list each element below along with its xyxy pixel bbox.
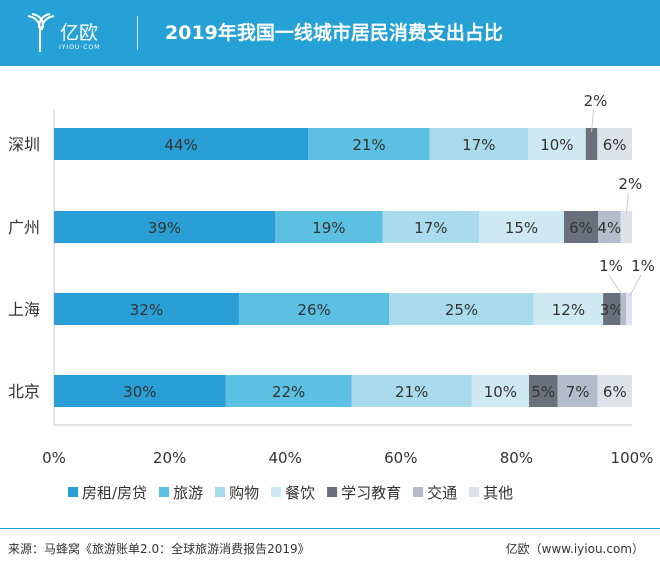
data-label: 2% — [618, 175, 642, 193]
bar-segment — [471, 375, 529, 407]
bar-segment — [54, 375, 226, 407]
category-label: 北京 — [8, 382, 40, 401]
bar-segment — [351, 375, 472, 407]
data-label: 19% — [312, 219, 345, 237]
header-banner: 亿欧 IYIOU·COM 2019年我国一线城市居民消费支出占比 — [0, 0, 660, 66]
source-note: 来源：马蜂窝《旅游账单2.0：全球旅游消费报告2019》 — [8, 542, 310, 556]
bar-segment — [308, 128, 430, 160]
data-label: 30% — [123, 383, 156, 401]
legend-label: 餐饮 — [285, 484, 315, 502]
bar-segment — [585, 128, 598, 160]
bar-segment — [479, 211, 564, 243]
bar-segment — [225, 375, 352, 407]
bar-segment — [54, 211, 275, 243]
legend-label: 交通 — [427, 484, 457, 502]
header-divider — [137, 16, 138, 50]
leader-line — [625, 192, 629, 216]
legend-swatch — [413, 487, 424, 497]
bar-segment — [54, 128, 309, 160]
legend-swatch — [159, 487, 170, 497]
brand-note: 亿欧（www.iyiou.com） — [505, 542, 644, 556]
data-label: 17% — [414, 219, 447, 237]
x-tick-label: 20% — [153, 449, 186, 467]
legend-swatch — [215, 487, 226, 497]
bar-segment — [564, 211, 598, 243]
legend-swatch — [469, 487, 480, 497]
chart-title: 2019年我国一线城市居民消费支出占比 — [165, 22, 503, 44]
data-label: 10% — [540, 136, 573, 154]
data-label: 6% — [603, 383, 627, 401]
bar-segment — [620, 293, 627, 325]
data-label: 3% — [600, 301, 624, 319]
data-label: 17% — [462, 136, 495, 154]
legend-label: 旅游 — [173, 484, 203, 502]
bar-segment — [238, 293, 390, 325]
footer-divider — [0, 528, 660, 529]
data-label: 12% — [552, 301, 585, 319]
bar-segment — [557, 375, 598, 407]
leader-line — [608, 274, 624, 298]
bar-segment — [626, 293, 632, 325]
bar-segment — [429, 128, 528, 160]
data-label: 21% — [352, 136, 385, 154]
x-tick-label: 100% — [611, 449, 654, 467]
bar-segment — [603, 293, 621, 325]
bar-segment — [382, 211, 479, 243]
data-label: 26% — [297, 301, 330, 319]
bar-segment — [54, 293, 239, 325]
data-label: 39% — [148, 219, 181, 237]
data-label: 10% — [484, 383, 517, 401]
data-label: 6% — [569, 219, 593, 237]
data-label: 1% — [599, 257, 623, 275]
data-label: 7% — [566, 383, 590, 401]
data-label: 21% — [395, 383, 428, 401]
x-tick-label: 40% — [269, 449, 302, 467]
data-label: 1% — [631, 257, 655, 275]
x-tick-label: 0% — [42, 449, 66, 467]
leader-line — [628, 274, 642, 298]
bar-segment — [597, 128, 632, 160]
data-label: 25% — [445, 301, 478, 319]
data-label: 32% — [130, 301, 163, 319]
legend-swatch — [68, 487, 78, 497]
bar-segment — [528, 375, 558, 407]
bar-segment — [597, 375, 632, 407]
data-label: 22% — [272, 383, 305, 401]
category-label: 上海 — [8, 300, 40, 319]
legend-label: 购物 — [229, 484, 259, 502]
data-label: 5% — [531, 383, 555, 401]
bar-segment — [620, 211, 632, 243]
category-label: 深圳 — [8, 135, 40, 154]
category-label: 广州 — [8, 218, 40, 237]
data-label: 44% — [164, 136, 197, 154]
logo-subtext: IYIOU·COM — [59, 44, 101, 51]
legend-label: 学习教育 — [341, 484, 401, 502]
bar-segment — [598, 211, 621, 243]
stacked-bar-chart: 0% 20% 40% 60% 80% 100% 深圳 44% 21% 17% 10% 6% 2% 广州 39… — [8, 92, 655, 502]
x-tick-label: 80% — [500, 449, 533, 467]
leader-line — [591, 109, 595, 133]
data-label: 6% — [603, 136, 627, 154]
bar-segment — [389, 293, 534, 325]
logo-icon — [27, 13, 55, 52]
logo-text: 亿欧 — [60, 22, 99, 44]
bar-segment — [527, 128, 586, 160]
legend-swatch — [271, 487, 282, 497]
bar-segment — [533, 293, 604, 325]
bar-segment — [275, 211, 383, 243]
legend-label: 其他 — [483, 484, 513, 502]
legend-swatch — [327, 487, 338, 497]
legend-label: 房租/房贷 — [82, 484, 147, 502]
data-label: 15% — [505, 219, 538, 237]
data-label: 4% — [597, 219, 621, 237]
x-tick-label: 60% — [384, 449, 417, 467]
data-label: 2% — [584, 92, 608, 110]
